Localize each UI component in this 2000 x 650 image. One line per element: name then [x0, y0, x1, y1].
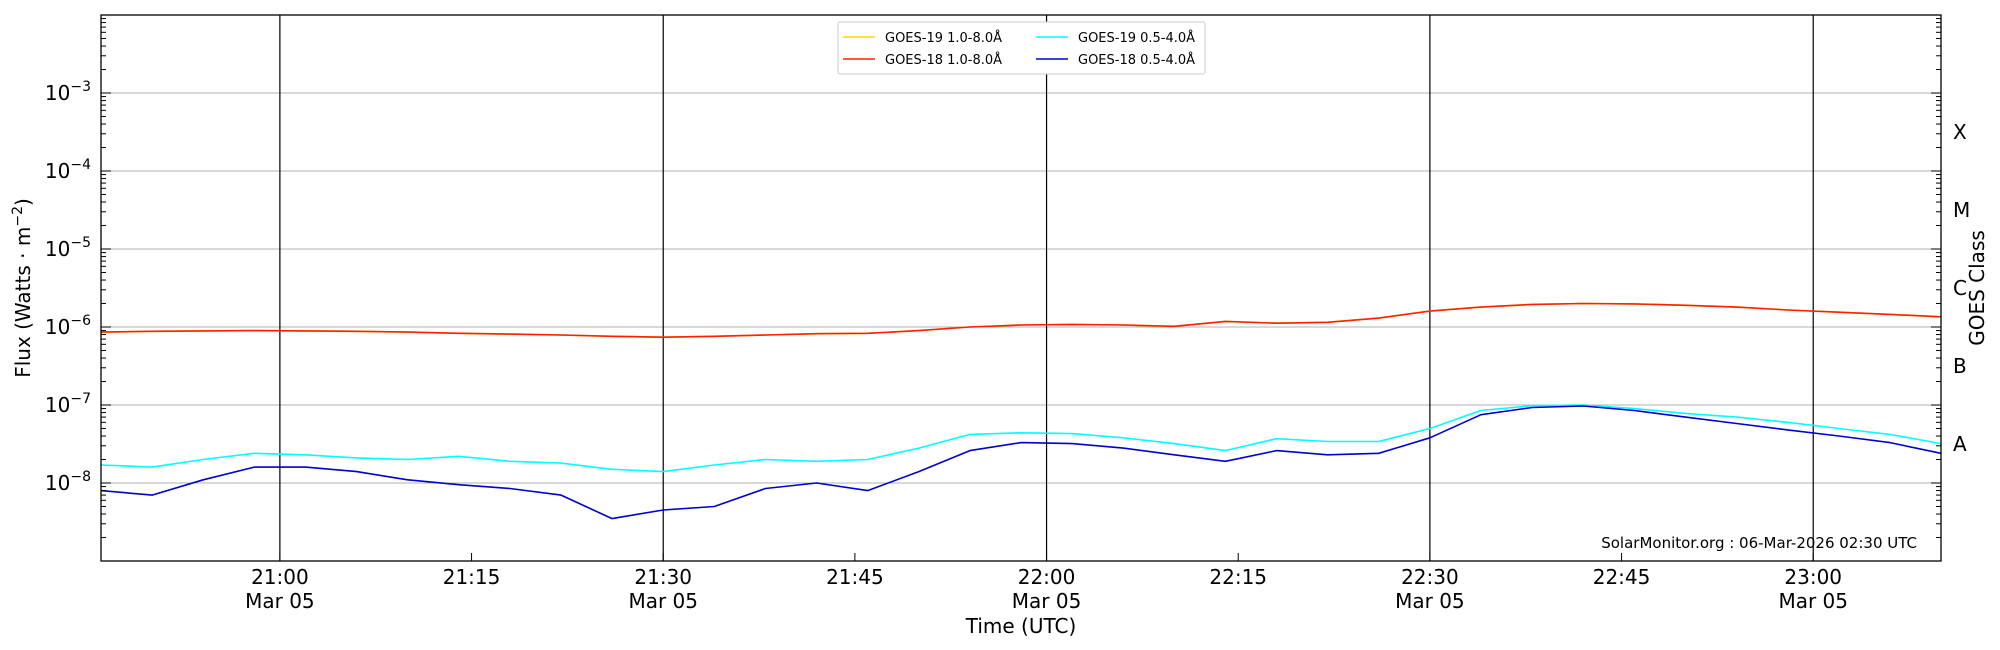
grid-lines — [101, 92, 1941, 484]
x-tick-label: 22:30 — [1401, 565, 1459, 589]
major-time-lines — [279, 15, 1814, 561]
y-tick-label: 10−8 — [45, 469, 91, 495]
y-tick-label: 10−3 — [45, 79, 91, 105]
y-tick-base: 10 — [45, 393, 70, 417]
x-tick-date-label: Mar 05 — [245, 589, 315, 613]
y-tick-label: 10−4 — [45, 157, 91, 183]
x-tick-label: 21:45 — [826, 565, 884, 589]
y-tick-base: 10 — [45, 471, 70, 495]
y-tick-base: 10 — [45, 81, 70, 105]
y-tick-labels: 10−810−710−610−510−410−3 — [45, 79, 91, 495]
plot-frame — [100, 14, 1942, 562]
series-line — [100, 405, 1942, 520]
y-tick-base: 10 — [45, 315, 70, 339]
x-tick-label: 22:15 — [1209, 565, 1267, 589]
y-tick-exponent: −5 — [70, 235, 91, 251]
tick-marks — [101, 18, 1941, 562]
legend-label: GOES-19 1.0-8.0Å — [885, 30, 1002, 46]
y-tick-exponent: −3 — [70, 79, 91, 95]
goes-class-label: A — [1953, 432, 1967, 456]
x-tick-date-label: Mar 05 — [1395, 589, 1465, 613]
y-tick-exponent: −6 — [70, 313, 91, 329]
x-tick-label: 23:00 — [1784, 565, 1842, 589]
y-axis-title-main: Flux (Watts · m — [11, 227, 35, 378]
y-tick-base: 10 — [45, 237, 70, 261]
y-axis-title: Flux (Watts · m−2) — [10, 198, 35, 378]
x-axis-title: Time (UTC) — [965, 614, 1077, 638]
y-tick-label: 10−7 — [45, 391, 91, 417]
x-tick-label: 22:00 — [1018, 565, 1076, 589]
legend-label: GOES-18 0.5-4.0Å — [1078, 52, 1195, 68]
x-tick-date-label: Mar 05 — [628, 589, 698, 613]
y-tick-exponent: −7 — [70, 391, 91, 407]
y-axis-title-exponent: −2 — [10, 206, 26, 227]
goes-class-label: M — [1953, 198, 1970, 222]
x-tick-label: 22:45 — [1593, 565, 1651, 589]
x-tick-label: 21:00 — [251, 565, 309, 589]
legend-box — [837, 21, 1206, 75]
legend-label: GOES-19 0.5-4.0Å — [1078, 30, 1195, 46]
goes-class-label: X — [1953, 120, 1967, 144]
x-tick-label: 21:15 — [443, 565, 501, 589]
series-line — [100, 302, 1942, 339]
x-tick-date-label: Mar 05 — [1778, 589, 1848, 613]
goes-class-label: B — [1953, 354, 1967, 378]
x-tick-date-label: Mar 05 — [1012, 589, 1082, 613]
y-tick-exponent: −8 — [70, 469, 91, 485]
credit-text: SolarMonitor.org : 06-Mar-2026 02:30 UTC — [1601, 534, 1917, 552]
legend: GOES-19 1.0-8.0Å GOES-18 1.0-8.0Å GOES-19 … — [837, 21, 1206, 75]
y-tick-exponent: −4 — [70, 157, 91, 173]
goes-class-axis-title: GOES Class — [1965, 230, 1989, 346]
series-lines — [100, 302, 1942, 520]
goes-class-label: C — [1953, 276, 1967, 300]
x-tick-label: 21:30 — [634, 565, 692, 589]
y-tick-base: 10 — [45, 159, 70, 183]
goes-class-labels: A B C M X — [1953, 120, 1970, 456]
series-line — [100, 404, 1942, 473]
y-axis-title-close: ) — [11, 198, 35, 206]
y-tick-label: 10−5 — [45, 235, 91, 261]
legend-label: GOES-18 1.0-8.0Å — [885, 52, 1002, 68]
y-tick-label: 10−6 — [45, 313, 91, 339]
